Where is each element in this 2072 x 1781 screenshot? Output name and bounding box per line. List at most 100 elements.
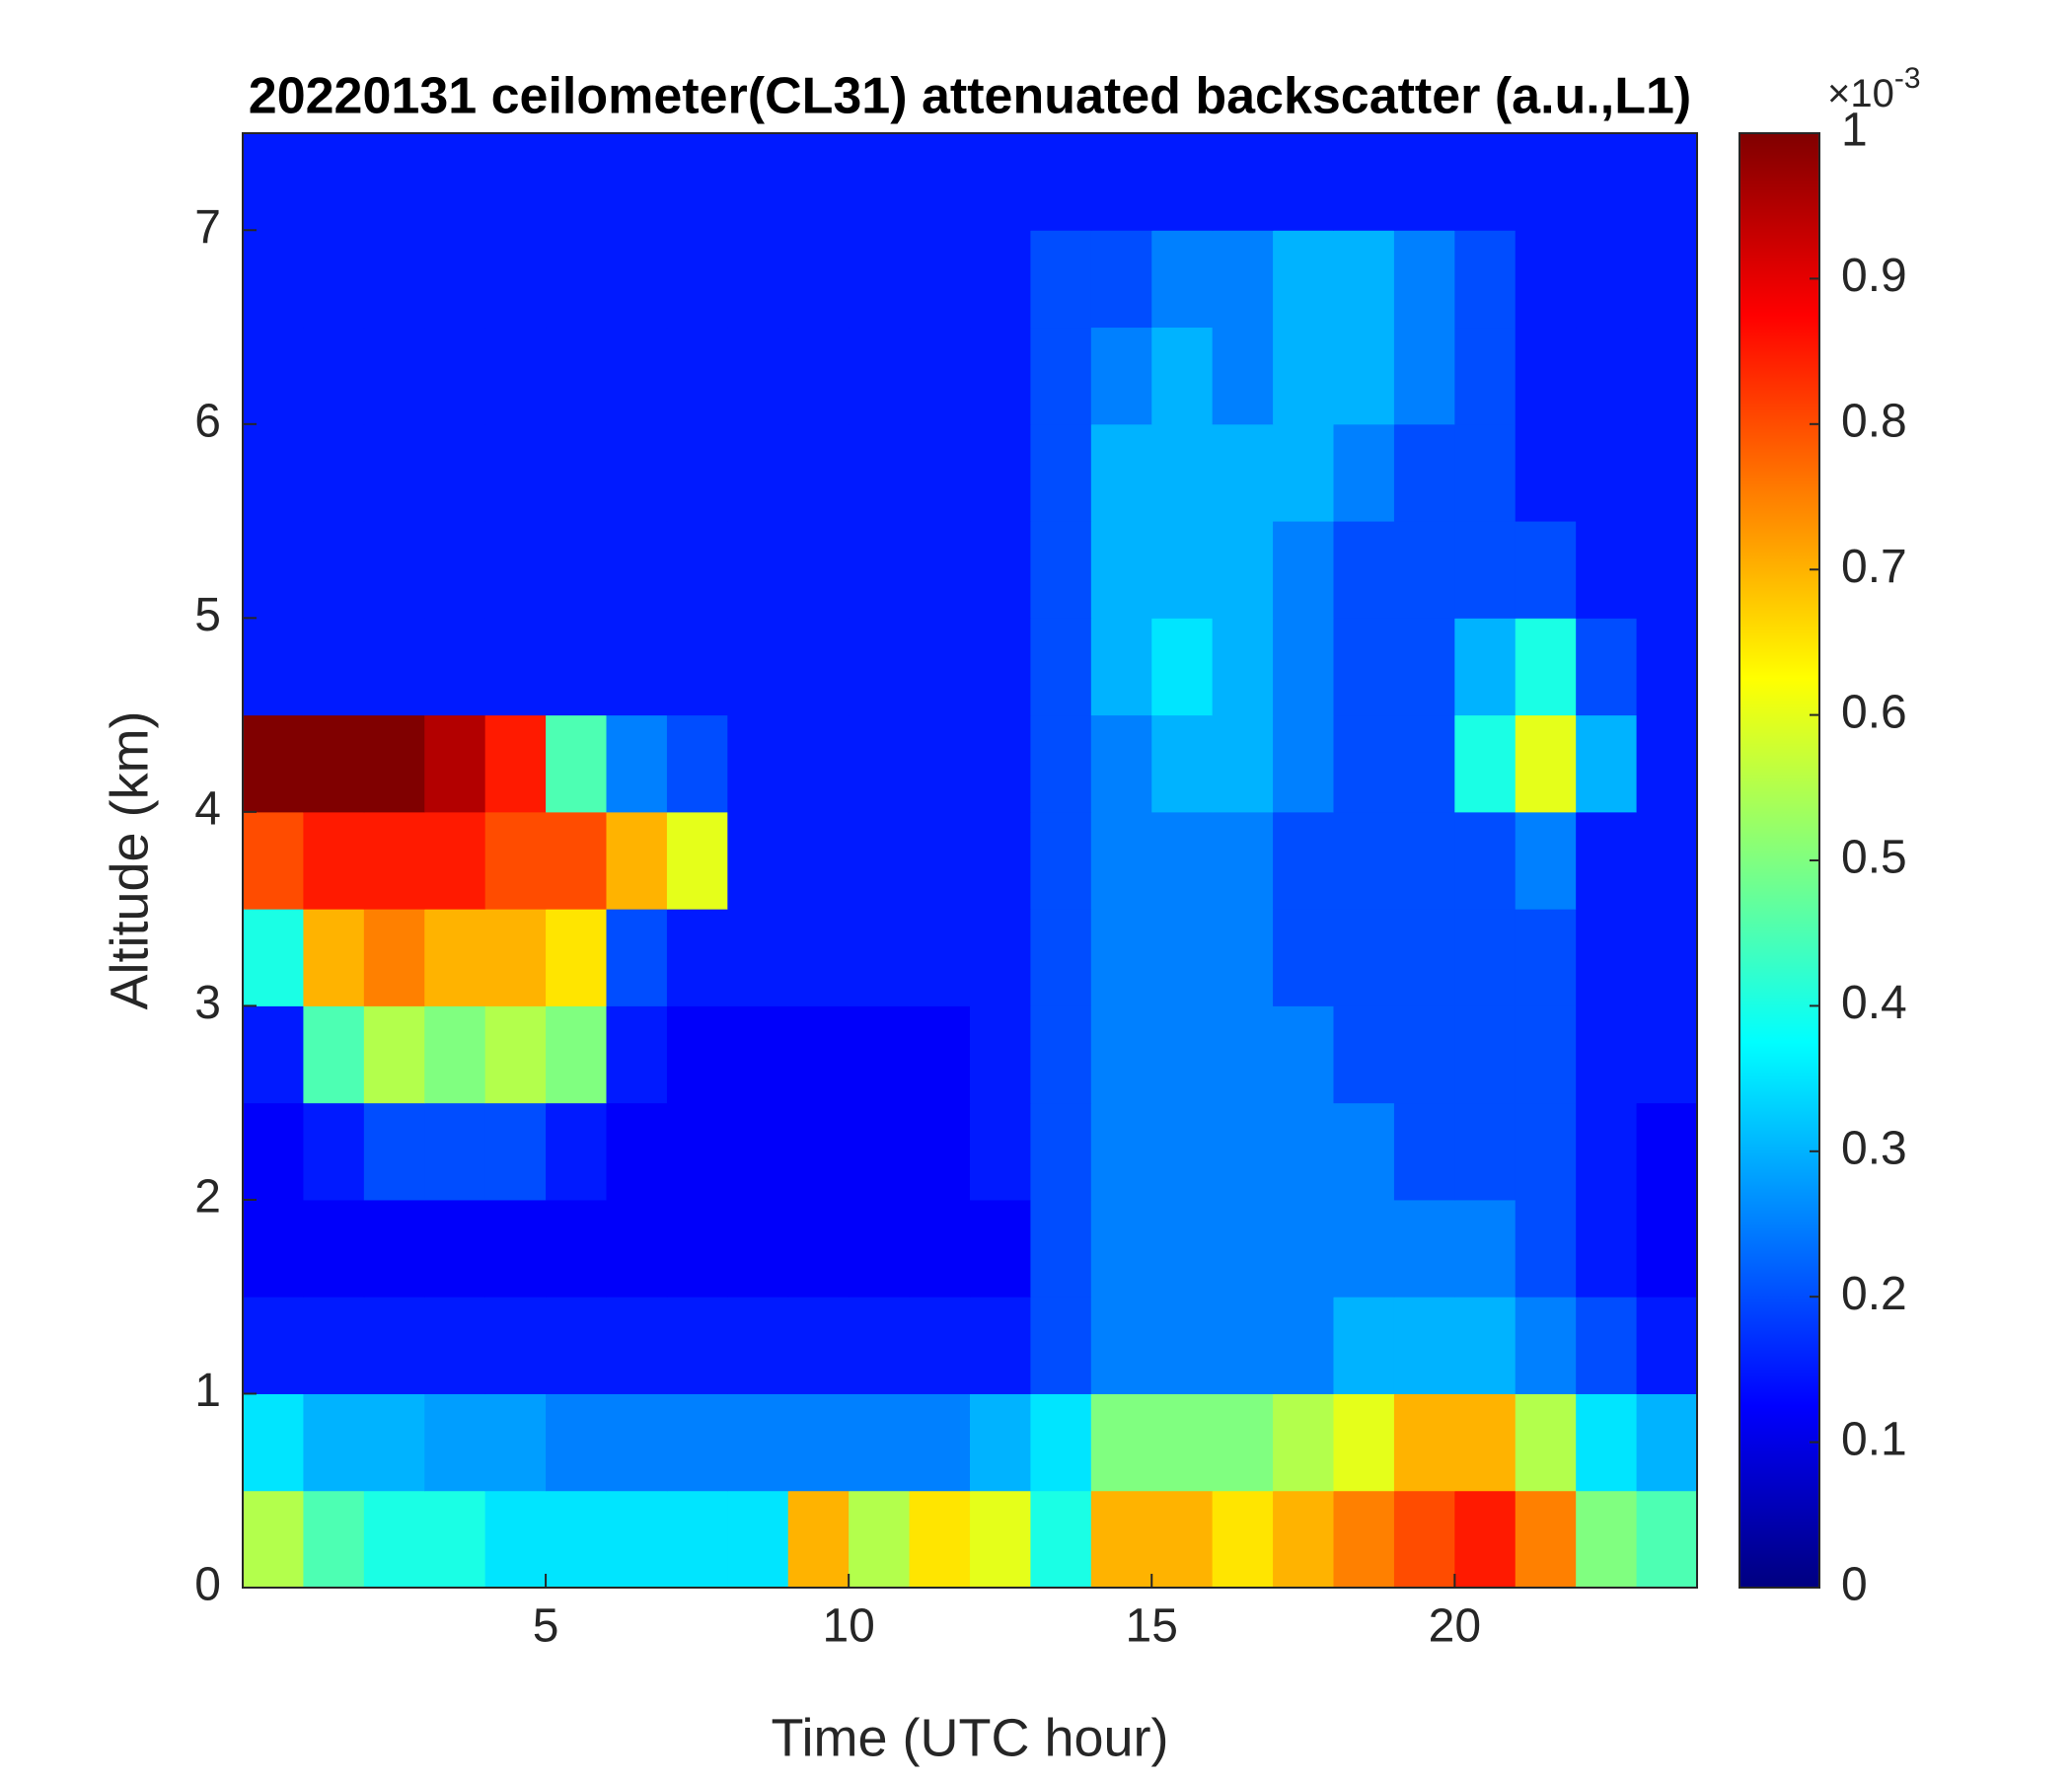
heatmap-cell	[1030, 133, 1092, 231]
heatmap-cell	[1333, 1490, 1395, 1589]
heatmap-cell	[1515, 1102, 1577, 1201]
heatmap-cell	[970, 327, 1031, 425]
heatmap-cell	[484, 133, 547, 231]
heatmap-cell	[909, 133, 971, 231]
heatmap-cell	[606, 521, 668, 619]
heatmap-cell	[849, 1102, 911, 1201]
heatmap-cell	[546, 1297, 607, 1394]
heatmap-cell	[1515, 714, 1577, 813]
heatmap-cell	[1333, 1199, 1395, 1298]
heatmap-cell	[1454, 327, 1517, 425]
heatmap-cell	[1515, 909, 1577, 1006]
heatmap-cell	[1030, 521, 1092, 619]
heatmap-cell	[546, 1102, 607, 1201]
heatmap-cell	[1393, 1490, 1455, 1589]
heatmap-cell	[727, 521, 789, 619]
heatmap-cell	[1636, 1490, 1698, 1589]
heatmap-cell	[1030, 909, 1092, 1006]
heatmap-cell	[424, 327, 486, 425]
heatmap-cell	[1636, 1199, 1698, 1298]
heatmap-cell	[787, 133, 850, 231]
heatmap-cell	[243, 1102, 304, 1201]
heatmap-cell	[424, 1297, 486, 1394]
heatmap-cell	[849, 811, 911, 910]
heatmap-cell	[787, 230, 850, 329]
heatmap-cell	[1273, 521, 1334, 619]
heatmap-cell	[1151, 909, 1214, 1006]
heatmap-cell	[727, 230, 789, 329]
heatmap-cell	[484, 1490, 547, 1589]
y-axis-label: Altitude (km)	[100, 710, 159, 1009]
heatmap-cell	[849, 1393, 911, 1492]
heatmap-cell	[1090, 1393, 1152, 1492]
heatmap-cell	[1454, 1393, 1517, 1492]
heatmap-cell	[1151, 1297, 1214, 1394]
heatmap-cell	[546, 423, 607, 522]
heatmap-cell	[727, 1005, 789, 1104]
heatmap-cell	[1273, 811, 1334, 910]
heatmap-cell	[243, 521, 304, 619]
heatmap-cell	[666, 618, 728, 716]
heatmap-cell	[787, 1490, 850, 1589]
heatmap-cell	[1151, 1490, 1214, 1589]
heatmap-cell	[1576, 230, 1638, 329]
heatmap-cell	[1273, 1297, 1334, 1394]
heatmap-cell	[1333, 1393, 1395, 1492]
heatmap-cell	[1212, 521, 1274, 619]
heatmap-cell	[787, 1005, 850, 1104]
heatmap-cell	[1090, 811, 1152, 910]
heatmap-cell	[1151, 1102, 1214, 1201]
heatmap-cell	[484, 714, 547, 813]
heatmap-cell	[1636, 230, 1698, 329]
colorbar-tick-label: 0.4	[1841, 977, 1907, 1029]
heatmap-cell	[1212, 1490, 1274, 1589]
heatmap-cell	[424, 230, 486, 329]
heatmap-cell	[1090, 618, 1152, 716]
heatmap-cell	[666, 1297, 728, 1394]
heatmap-cell	[1333, 909, 1395, 1006]
heatmap-cell	[1454, 1297, 1517, 1394]
heatmap-cell	[546, 1199, 607, 1298]
colorbar-tick-label: 0.9	[1841, 250, 1907, 302]
heatmap-cell	[484, 423, 547, 522]
y-tick-label: 3	[194, 977, 221, 1029]
heatmap-cell	[303, 714, 365, 813]
heatmap-cell	[1030, 1297, 1092, 1394]
heatmap-cell	[1273, 618, 1334, 716]
heatmap-cell	[1090, 133, 1152, 231]
heatmap-cell	[1636, 1102, 1698, 1201]
heatmap-cell	[1151, 1005, 1214, 1104]
heatmap-cell	[970, 1102, 1031, 1201]
heatmap-cell	[606, 1005, 668, 1104]
heatmap-cell	[1393, 1199, 1455, 1298]
heatmap-cell	[424, 1005, 486, 1104]
heatmap-cell	[1333, 811, 1395, 910]
heatmap-cell	[606, 230, 668, 329]
heatmap-cell	[424, 811, 486, 910]
heatmap-cell	[1212, 327, 1274, 425]
heatmap-cell	[1636, 133, 1698, 231]
heatmap-cell	[1090, 1490, 1152, 1589]
heatmap-cell	[1393, 521, 1455, 619]
heatmap-cell	[1576, 618, 1638, 716]
heatmap-cell	[1151, 1199, 1214, 1298]
heatmap-cell	[666, 714, 728, 813]
heatmap-cell	[970, 1199, 1031, 1298]
heatmap-cell	[727, 1490, 789, 1589]
heatmap-cell	[1030, 1005, 1092, 1104]
heatmap-cell	[1393, 811, 1455, 910]
heatmap-cell	[1576, 1393, 1638, 1492]
heatmap-cell	[970, 811, 1031, 910]
heatmap-cell	[606, 1297, 668, 1394]
heatmap-cell	[1454, 909, 1517, 1006]
heatmap-cell	[970, 230, 1031, 329]
heatmap-cell	[243, 618, 304, 716]
heatmap-cell	[1151, 618, 1214, 716]
heatmap-cell	[424, 909, 486, 1006]
heatmap-cell	[1030, 618, 1092, 716]
heatmap-cell	[666, 909, 728, 1006]
heatmap-cell	[1212, 1199, 1274, 1298]
heatmap-cell	[666, 521, 728, 619]
heatmap-cell	[849, 1490, 911, 1589]
heatmap-cell	[909, 714, 971, 813]
